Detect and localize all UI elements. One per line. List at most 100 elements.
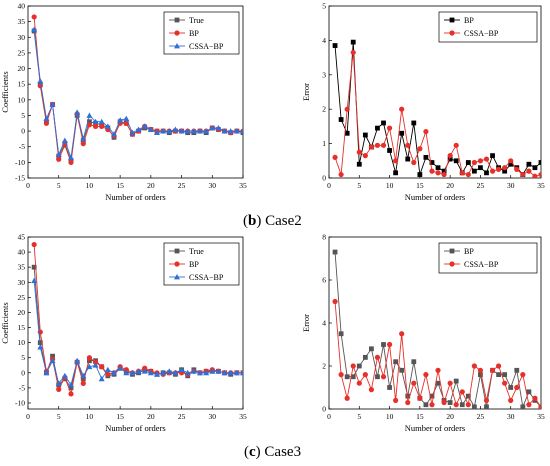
- data-point: [380, 142, 387, 148]
- data-point: [417, 395, 423, 401]
- legend-label: CSSA−BP: [464, 260, 499, 269]
- data-point: [520, 171, 526, 178]
- data-point: [447, 153, 453, 159]
- x-tick-label: 30: [209, 412, 217, 421]
- data-point: [74, 357, 81, 364]
- data-point: [405, 399, 411, 406]
- data-point: [399, 130, 405, 136]
- data-point: [344, 106, 350, 112]
- data-point: [483, 156, 490, 162]
- data-point: [142, 365, 148, 371]
- legend-label: BP: [464, 247, 474, 256]
- data-point: [484, 404, 489, 409]
- data-point: [98, 118, 105, 125]
- data-point: [209, 368, 216, 374]
- data-point: [123, 367, 129, 373]
- legend-marker: [449, 30, 455, 36]
- y-tick-label: 15: [18, 80, 26, 89]
- data-point: [80, 135, 87, 142]
- x-tick-label: 30: [507, 412, 515, 421]
- x-tick-label: 10: [86, 412, 94, 421]
- x-tick-label: 5: [57, 412, 61, 421]
- data-point: [80, 376, 86, 382]
- data-point: [172, 369, 179, 376]
- data-point: [221, 369, 228, 376]
- legend-label: BP: [464, 16, 474, 25]
- data-point: [154, 129, 160, 136]
- data-point: [141, 123, 148, 129]
- data-point: [435, 170, 441, 176]
- data-point: [141, 368, 148, 374]
- data-point: [380, 374, 387, 380]
- x-axis-label: Number of orders: [105, 192, 165, 202]
- data-point: [37, 83, 43, 89]
- data-point: [453, 142, 459, 148]
- data-point: [520, 372, 526, 378]
- x-tick-label: 5: [357, 181, 361, 190]
- data-point: [417, 146, 423, 152]
- data-point: [374, 354, 381, 360]
- legend-box: [438, 242, 538, 274]
- data-point: [387, 385, 392, 390]
- data-point: [166, 128, 173, 134]
- data-point: [356, 161, 362, 167]
- data-point: [55, 151, 62, 157]
- legend-label: BP: [189, 260, 199, 269]
- data-point: [532, 395, 538, 401]
- data-point: [227, 128, 234, 134]
- x-tick-label: 30: [507, 181, 515, 190]
- x-tick-label: 0: [327, 412, 331, 421]
- y-tick-label: 0: [21, 127, 25, 136]
- data-point: [227, 369, 234, 376]
- data-point: [429, 402, 435, 408]
- y-axis-label: Coefficients: [0, 302, 10, 343]
- data-point: [459, 170, 465, 176]
- data-point: [86, 355, 93, 361]
- legend-marker: [449, 248, 455, 254]
- data-point: [441, 171, 447, 178]
- data-point: [56, 156, 62, 162]
- x-tick-label: 5: [57, 181, 61, 190]
- y-tick-label: 0: [21, 368, 25, 377]
- data-point: [386, 341, 393, 348]
- data-point: [502, 168, 508, 174]
- y-tick-label: -15: [15, 174, 25, 183]
- data-point: [399, 106, 405, 112]
- data-point: [362, 372, 368, 378]
- data-point: [496, 372, 501, 377]
- data-point: [496, 363, 502, 369]
- y-axis-label: Error: [301, 83, 311, 101]
- data-point: [526, 402, 532, 408]
- data-point: [490, 153, 495, 159]
- data-point: [80, 141, 86, 147]
- y-tick-label: -10: [15, 398, 25, 407]
- data-point: [68, 385, 74, 391]
- data-point: [429, 168, 435, 174]
- data-point: [386, 125, 393, 131]
- y-tick-label: 0: [322, 405, 326, 414]
- legend-marker: [174, 248, 180, 254]
- data-point: [86, 122, 93, 128]
- data-point: [483, 397, 490, 403]
- data-point: [532, 173, 538, 178]
- data-point: [441, 168, 447, 174]
- legend-label: BP: [189, 29, 199, 38]
- data-point: [502, 165, 508, 171]
- data-point: [129, 129, 136, 136]
- data-point: [123, 115, 130, 121]
- data-point: [405, 142, 411, 148]
- y-tick-label: 30: [18, 33, 26, 42]
- data-point: [441, 399, 447, 406]
- y-axis-label: Coefficients: [0, 71, 10, 112]
- legend-marker: [174, 30, 180, 36]
- data-point: [514, 367, 520, 373]
- data-point: [435, 367, 441, 373]
- data-point: [86, 363, 93, 370]
- plot-area: [332, 39, 541, 178]
- data-point: [423, 402, 429, 408]
- data-point: [465, 402, 471, 408]
- data-point: [68, 159, 74, 165]
- data-point: [50, 353, 55, 359]
- y-tick-label: 4: [322, 319, 326, 328]
- y-tick-label: 40: [18, 248, 26, 257]
